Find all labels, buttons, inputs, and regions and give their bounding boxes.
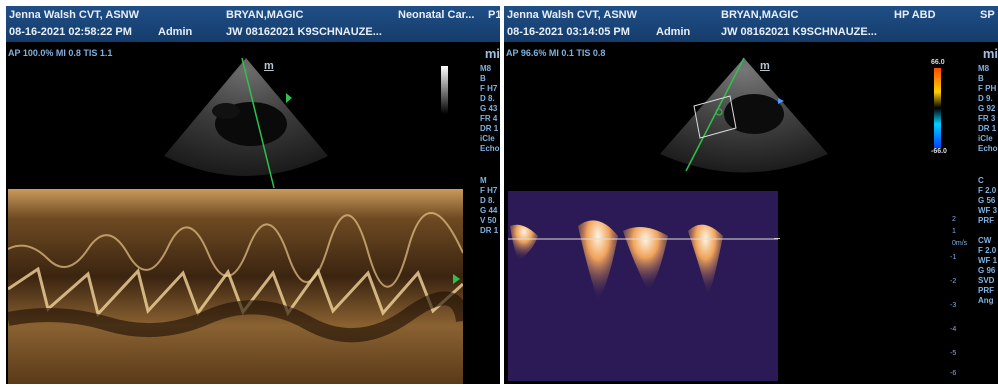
velocity-tick-neg5: -5 (950, 350, 957, 357)
imaging-params-2d: M8 B F PH D 9. G 92 FR 3 DR 1 iCle Echo (978, 64, 998, 153)
grayscale-bar (441, 66, 448, 114)
sector-orientation-marker: m (760, 60, 770, 72)
brand-logo: mi (982, 46, 998, 61)
color-roi-box[interactable] (693, 95, 737, 139)
imaging-params-cw: CW F 2.0 WF 1 G 96 SVD PRF Ang (978, 236, 998, 305)
sonographer-name: Jenna Walsh CVT, ASNW (9, 9, 139, 21)
velocity-tick-neg4: -4 (950, 326, 957, 333)
exam-datetime: 08-16-2021 03:14:05 PM (507, 26, 630, 38)
m-mode-cursor-line[interactable] (241, 57, 275, 189)
probe-label: P1 (488, 9, 500, 21)
probe-label: SP (980, 9, 995, 21)
patient-name: BRYAN,MAGIC (226, 9, 304, 21)
m-mode-focus-marker-icon (453, 274, 460, 284)
patient-name: BRYAN,MAGIC (721, 9, 799, 21)
b-mode-sector (164, 57, 328, 189)
heart-chamber (724, 94, 784, 134)
focus-marker-icon (778, 98, 784, 104)
left-ultrasound-screen: Jenna Walsh CVT, ASNW 08-16-2021 02:58:2… (6, 6, 500, 384)
velocity-tick-neg2: -2 (950, 278, 957, 285)
right-header-bar: Jenna Walsh CVT, ASNW 08-16-2021 03:14:0… (504, 6, 998, 42)
color-scale-max: 66.0 (931, 59, 945, 66)
velocity-tick-1: 1 (952, 228, 956, 235)
color-scale-bar (934, 68, 941, 148)
velocity-tick-neg3: -3 (950, 302, 957, 309)
exam-datetime: 08-16-2021 02:58:22 PM (9, 26, 132, 38)
imaging-params-2d: M8 B F H7 D 8. G 43 FR 4 DR 1 iCle Echo (480, 64, 500, 153)
acoustic-output: AP 96.6% MI 0.1 TIS 0.8 (506, 48, 606, 58)
acoustic-output: AP 100.0% MI 0.8 TIS 1.1 (8, 48, 113, 58)
baseline-extension (774, 238, 780, 239)
cw-doppler-spectrum (508, 191, 778, 381)
velocity-tick-2: 2 (952, 216, 956, 223)
user-label: Admin (656, 26, 691, 38)
focus-marker-icon (286, 93, 292, 103)
exam-preset: HP ABD (894, 9, 936, 21)
b-mode-sector (660, 57, 828, 173)
velocity-tick-0: 0m/s (952, 240, 968, 247)
right-ultrasound-screen: Jenna Walsh CVT, ASNW 08-16-2021 03:14:0… (504, 6, 998, 384)
m-mode-trace (8, 189, 463, 384)
sector-orientation-marker: m (264, 60, 274, 72)
heart-chamber-2 (212, 103, 240, 119)
exam-preset: Neonatal Car... (398, 9, 475, 21)
color-scale-min: -66.0 (931, 148, 947, 155)
velocity-tick-neg6: -6 (950, 370, 957, 377)
brand-logo: mi (484, 46, 500, 61)
cw-doppler-cursor-line[interactable] (685, 57, 745, 172)
velocity-unit: m/s (955, 240, 968, 247)
patient-id: JW 08162021 K9SCHNAUZE... (721, 26, 877, 38)
sonographer-name: Jenna Walsh CVT, ASNW (507, 9, 637, 21)
user-label: Admin (158, 26, 193, 38)
velocity-tick-neg1: -1 (950, 254, 957, 261)
sample-gate (715, 108, 723, 116)
left-header-bar: Jenna Walsh CVT, ASNW 08-16-2021 02:58:2… (6, 6, 500, 42)
patient-id: JW 08162021 K9SCHNAUZE... (226, 26, 382, 38)
